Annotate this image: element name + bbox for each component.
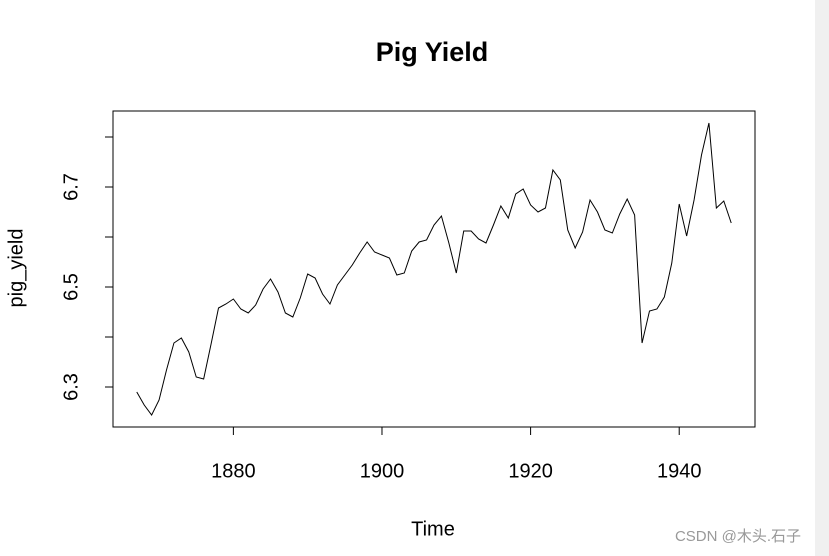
chart-title: Pig Yield <box>376 37 489 67</box>
y-axis-label: pig_yield <box>5 229 27 308</box>
scrollbar <box>815 0 829 556</box>
series-line <box>136 122 732 416</box>
watermark: CSDN @木头.石子 <box>675 528 801 545</box>
x-axis-label: Time <box>411 518 455 540</box>
x-tick-label: 1880 <box>211 460 256 482</box>
y-tick-label: 6.3 <box>60 373 82 401</box>
x-tick-label: 1900 <box>360 460 405 482</box>
x-tick-label: 1920 <box>508 460 553 482</box>
y-tick-label: 6.7 <box>60 173 82 201</box>
plot-box <box>112 110 756 428</box>
y-tick-label: 6.5 <box>60 273 82 301</box>
x-tick-label: 1940 <box>657 460 702 482</box>
